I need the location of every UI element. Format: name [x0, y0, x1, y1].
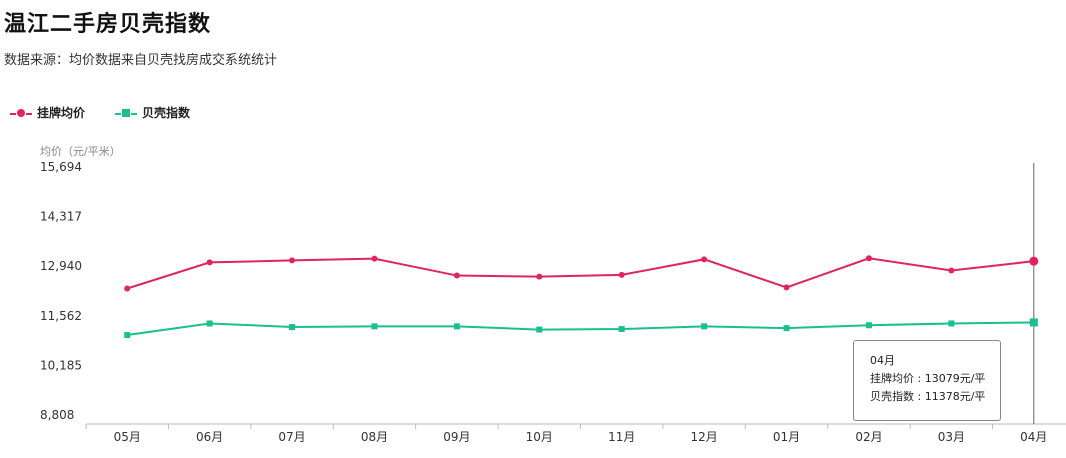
- y-tick-label: 11,562: [40, 309, 82, 323]
- listing-price-point: [701, 256, 708, 263]
- tooltip-month: 04月: [870, 354, 895, 367]
- listing-price-point: [453, 272, 460, 279]
- y-tick-label: 12,940: [40, 259, 82, 273]
- y-tick-label: 15,694: [40, 160, 82, 174]
- square-marker-icon: [115, 107, 138, 119]
- x-tick-label: 07月: [278, 430, 305, 444]
- beike-index-point: [865, 322, 872, 329]
- x-tick-label: 01月: [773, 430, 800, 444]
- listing-price-point: [124, 285, 131, 292]
- listing-price-point: [618, 271, 625, 278]
- listing-price-point: [948, 267, 955, 274]
- beike-index-point: [948, 320, 955, 327]
- y-tick-label: 14,317: [40, 210, 82, 224]
- beike-index-point: [783, 325, 790, 332]
- beike-index-point: [453, 323, 460, 330]
- x-tick-label: 05月: [114, 430, 141, 444]
- beike-index-point: [206, 320, 213, 327]
- listing-price-point: [371, 255, 378, 262]
- tooltip-beike-index: 贝壳指数 : 11378元/平: [870, 390, 986, 403]
- listing-price-point: [1029, 256, 1039, 266]
- beike-index-point: [1029, 318, 1038, 327]
- x-tick-label: 06月: [196, 430, 223, 444]
- circle-marker-icon: [10, 107, 32, 119]
- x-tick-label: 12月: [690, 430, 717, 444]
- legend-label: 贝壳指数: [142, 106, 191, 120]
- x-tick-label: 04月: [1020, 430, 1047, 444]
- x-tick-label: 02月: [855, 430, 882, 444]
- x-tick-label: 03月: [938, 430, 965, 444]
- legend-item-beike-index[interactable]: 贝壳指数: [115, 104, 190, 121]
- y-tick-label: 10,185: [40, 358, 82, 372]
- listing-price-point: [536, 273, 543, 280]
- listing-price-line: [126, 257, 1034, 290]
- beike-index-point: [701, 323, 708, 330]
- listing-price-point: [865, 255, 872, 262]
- x-tick-label: 10月: [526, 430, 553, 444]
- chart-subtitle: 数据来源：均价数据来自贝壳找房成交系统统计: [4, 53, 278, 68]
- listing-price-point: [783, 284, 790, 291]
- chart-title: 温江二手房贝壳指数: [4, 12, 212, 37]
- beike-index-point: [371, 323, 378, 330]
- beike-index-point: [536, 326, 543, 333]
- tooltip-listing-price: 挂牌均价 : 13079元/平: [870, 372, 986, 385]
- beike-index-point: [618, 326, 625, 333]
- listing-price-point: [206, 259, 213, 266]
- beike-index-line: [127, 321, 1034, 336]
- beike-index-point: [124, 331, 131, 338]
- legend-item-listing-price[interactable]: 挂牌均价: [10, 104, 85, 121]
- x-tick-label: 11月: [608, 430, 635, 444]
- y-axis-label: 均价（元/平米）: [40, 145, 121, 158]
- beike-index-point: [289, 324, 296, 331]
- y-tick-label: 8,808: [40, 408, 74, 422]
- legend: 挂牌均价 贝壳指数: [10, 104, 220, 121]
- listing-price-point: [289, 257, 296, 264]
- tooltip: 04月 挂牌均价 : 13079元/平 贝壳指数 : 11378元/平: [853, 340, 1001, 421]
- x-tick-label: 09月: [443, 430, 470, 444]
- x-tick-label: 08月: [361, 430, 388, 444]
- legend-label: 挂牌均价: [37, 106, 86, 120]
